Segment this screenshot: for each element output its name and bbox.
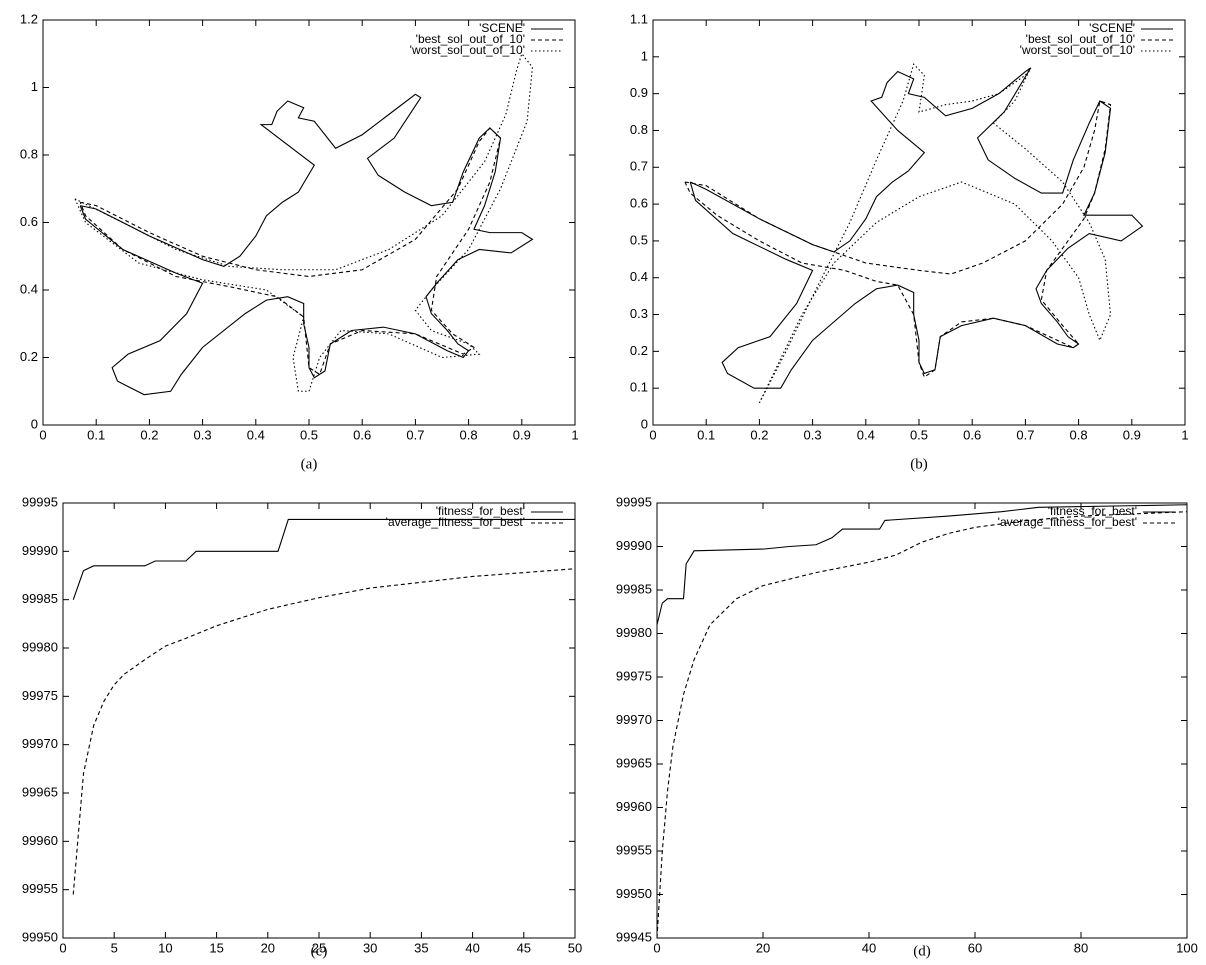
y-tick-label: 99960 [616,799,652,814]
x-tick-label: 0.8 [460,427,478,442]
y-tick-label: 0.3 [630,306,648,321]
y-tick-label: 99970 [616,712,652,727]
legend-label: 'worst_sol_out_of_10' [1020,43,1135,57]
y-tick-label: 99950 [616,886,652,901]
y-tick-label: 0.2 [20,349,38,364]
x-tick-label: 0.1 [87,427,105,442]
series-line [73,519,575,599]
x-tick-label: 0.4 [857,427,875,442]
legend-label: 'average_fitness_for_best' [386,515,525,529]
y-tick-label: 99945 [616,929,652,944]
x-tick-label: 0 [653,940,660,955]
x-tick-label: 1 [571,427,578,442]
x-tick-label: 0.5 [910,427,928,442]
y-tick-label: 99955 [22,881,58,896]
x-tick-label: 0.1 [697,427,715,442]
x-tick-label: 35 [414,940,428,955]
y-tick-label: 99975 [22,688,58,703]
y-tick-label: 99990 [22,543,58,558]
x-tick-label: 0.7 [1016,427,1034,442]
x-tick-label: 0.2 [750,427,768,442]
y-tick-label: 0 [31,416,38,431]
figure: 00.10.20.30.40.50.60.70.80.9100.20.40.60… [0,0,1206,965]
x-tick-label: 20 [756,940,770,955]
caption: (a) [301,456,318,472]
legend-label: 'worst_sol_out_of_10' [410,43,525,57]
x-tick-label: 0.8 [1070,427,1088,442]
x-tick-label: 5 [111,940,118,955]
y-tick-label: 0 [641,416,648,431]
y-tick-label: 99970 [22,736,58,751]
x-tick-label: 0.3 [804,427,822,442]
y-tick-label: 99965 [22,784,58,799]
x-tick-label: 0.7 [406,427,424,442]
y-tick-label: 0.7 [630,159,648,174]
y-tick-label: 1 [641,48,648,63]
x-tick-label: 40 [465,940,479,955]
series-line [685,101,1111,377]
x-tick-label: 0.9 [513,427,531,442]
y-tick-label: 1.1 [630,11,648,26]
series-line [80,128,500,374]
x-tick-label: 30 [363,940,377,955]
y-tick-label: 99995 [616,494,652,509]
x-tick-label: 0.9 [1123,427,1141,442]
y-tick-label: 99960 [22,833,58,848]
y-tick-label: 0.8 [630,122,648,137]
y-tick-label: 0.5 [630,232,648,247]
x-tick-label: 0.6 [353,427,371,442]
x-tick-label: 0 [39,427,46,442]
x-tick-label: 0.4 [247,427,265,442]
y-tick-label: 99955 [616,842,652,857]
y-tick-label: 99985 [22,591,58,606]
y-tick-label: 99950 [22,929,58,944]
plot-frame [653,20,1185,425]
plot-frame [63,503,575,938]
y-tick-label: 99975 [616,668,652,683]
x-tick-label: 80 [1074,940,1088,955]
y-tick-label: 0.6 [630,196,648,211]
plot-frame [657,503,1187,938]
page: 00.10.20.30.40.50.60.70.80.9100.20.40.60… [0,0,1206,965]
y-tick-label: 99980 [22,639,58,654]
y-tick-label: 0.6 [20,214,38,229]
x-tick-label: 0.2 [140,427,158,442]
series-line [75,54,533,392]
y-tick-label: 99990 [616,538,652,553]
x-tick-label: 60 [968,940,982,955]
legend-label: 'average_fitness_for_best' [998,515,1137,529]
y-tick-label: 99980 [616,625,652,640]
y-tick-label: 1.2 [20,11,38,26]
x-tick-label: 0 [59,940,66,955]
x-tick-label: 20 [261,940,275,955]
series-line [759,64,1110,403]
y-tick-label: 0.1 [630,380,648,395]
y-tick-label: 0.9 [630,85,648,100]
y-tick-label: 0.8 [20,146,38,161]
x-tick-label: 40 [862,940,876,955]
x-tick-label: 0 [649,427,656,442]
y-tick-label: 0.4 [630,269,648,284]
y-tick-label: 0.2 [630,343,648,358]
series-line [657,512,1187,938]
x-tick-label: 50 [568,940,582,955]
caption: (d) [913,943,931,959]
x-tick-label: 45 [517,940,531,955]
y-tick-label: 99985 [616,581,652,596]
series-line [80,94,532,394]
y-tick-label: 99965 [616,755,652,770]
caption: (b) [910,456,928,472]
caption: (c) [311,943,328,959]
x-tick-label: 1 [1181,427,1188,442]
x-tick-label: 0.6 [963,427,981,442]
x-tick-label: 0.3 [194,427,212,442]
y-tick-label: 99995 [22,494,58,509]
series-line [73,569,575,895]
y-tick-label: 0.4 [20,281,38,296]
x-tick-label: 10 [158,940,172,955]
y-tick-label: 1 [31,79,38,94]
x-tick-label: 100 [1176,940,1198,955]
x-tick-label: 0.5 [300,427,318,442]
x-tick-label: 15 [209,940,223,955]
